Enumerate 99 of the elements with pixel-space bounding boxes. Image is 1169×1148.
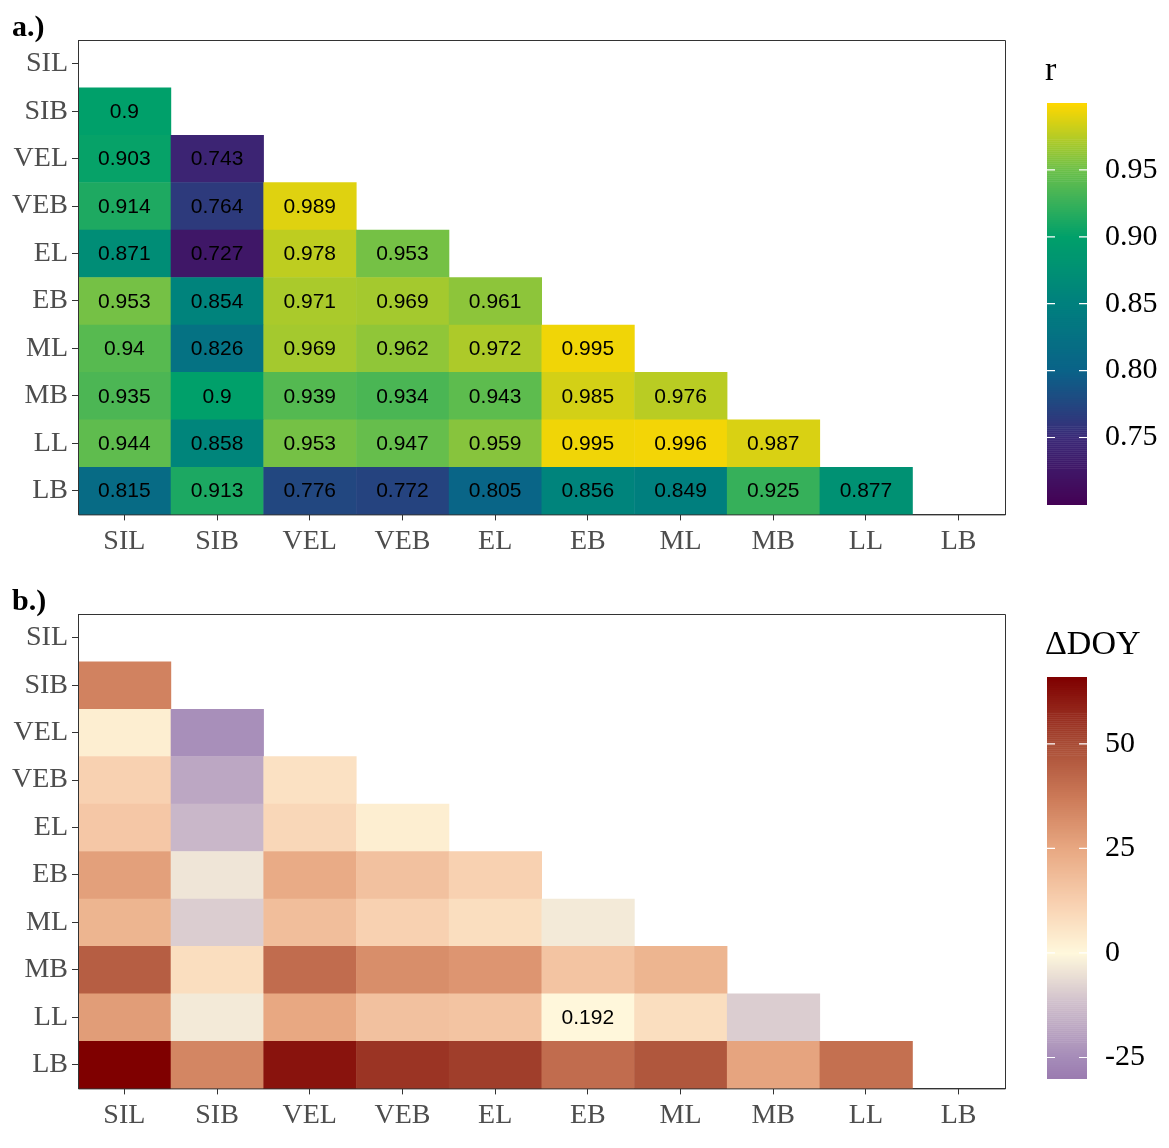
x-tick-label: EL	[478, 1097, 513, 1129]
y-tick-label: EB	[32, 857, 68, 889]
y-tick-label: SIB	[24, 667, 68, 699]
y-tick-label: SIB	[24, 93, 68, 125]
y-tick-label: VEB	[12, 762, 68, 794]
data-label: 0.856	[561, 478, 615, 502]
y-tick-label: LL	[33, 999, 68, 1031]
data-label: 0.903	[98, 146, 151, 170]
y-tick-label: ML	[26, 330, 68, 362]
y-tick-label: MB	[24, 378, 68, 410]
x-tick-label: EB	[569, 523, 606, 555]
data-label: 0.939	[283, 383, 337, 407]
y-tick-label: VEB	[12, 188, 68, 220]
y-tick-label: LL	[33, 425, 68, 457]
data-label: 0.953	[376, 241, 429, 265]
color-bar-label: 0	[1105, 933, 1120, 967]
data-label: 0.877	[839, 478, 893, 502]
x-tick-label: LL	[848, 1097, 884, 1129]
data-label: 0.94	[103, 336, 146, 360]
x-tick-label: LB	[940, 1097, 977, 1129]
data-label: 0.976	[654, 383, 707, 407]
data-label: 0.772	[376, 478, 429, 502]
x-tick-label: LB	[940, 523, 977, 555]
data-label: 0.969	[283, 336, 337, 360]
data-label: 0.985	[561, 383, 615, 407]
y-tick-label: VEL	[13, 714, 68, 746]
x-tick-label: ML	[659, 523, 702, 555]
chart-title: b.)	[12, 583, 47, 617]
data-label: 0.805	[468, 478, 522, 502]
data-label: 0.727	[190, 241, 244, 265]
data-label: 0.826	[190, 336, 244, 360]
chart-title: a.)	[12, 9, 45, 43]
data-label: 0.934	[376, 383, 430, 407]
y-tick-label: SIL	[26, 620, 68, 652]
data-label: 0.935	[98, 383, 151, 407]
x-tick-label: VEB	[374, 1097, 431, 1129]
data-label: 0.953	[283, 431, 337, 455]
color-bar-title: ΔDOY	[1045, 624, 1141, 661]
data-label: 0.959	[468, 431, 522, 455]
y-tick-label: ML	[26, 904, 68, 936]
y-tick-label: VEL	[13, 140, 68, 172]
data-label: 0.9	[202, 383, 232, 407]
data-label: 0.871	[98, 241, 151, 265]
data-label: 0.764	[190, 193, 244, 217]
data-label: 0.972	[468, 336, 522, 360]
y-tick-label: LB	[32, 1047, 68, 1079]
color-bar-title: r	[1045, 50, 1057, 87]
data-label: 0.969	[376, 288, 429, 312]
data-label: 0.961	[468, 288, 522, 312]
x-tick-label: VEL	[282, 523, 337, 555]
data-label: 0.858	[190, 431, 244, 455]
data-label: 0.9	[109, 98, 139, 122]
data-label: 0.914	[98, 193, 151, 217]
data-label: 0.962	[376, 336, 429, 360]
color-bar-label: 0.90	[1105, 217, 1158, 251]
data-label: 0.947	[376, 431, 429, 455]
data-label: 0.989	[283, 193, 337, 217]
y-tick-label: LB	[32, 473, 68, 505]
data-label: 0.743	[190, 146, 244, 170]
y-tick-label: EB	[32, 283, 68, 315]
data-label: 0.944	[98, 431, 151, 455]
color-bar-label: -25	[1105, 1038, 1145, 1072]
x-tick-label: MB	[751, 523, 796, 555]
data-label: 0.995	[561, 336, 615, 360]
x-tick-label: SIL	[103, 1097, 146, 1129]
x-tick-label: ML	[659, 1097, 702, 1129]
x-tick-label: SIB	[195, 523, 239, 555]
y-tick-label: MB	[24, 952, 68, 984]
color-bar-label: 0.95	[1105, 150, 1158, 184]
data-label: 0.849	[654, 478, 707, 502]
data-label: 0.192	[561, 1005, 615, 1029]
data-label: 0.996	[654, 431, 707, 455]
data-label: 0.943	[468, 383, 522, 407]
data-label: 0.978	[283, 241, 337, 265]
color-bar-label: 50	[1105, 724, 1135, 758]
color-bar-label: 0.75	[1105, 418, 1158, 452]
x-tick-label: EL	[478, 523, 513, 555]
x-tick-label: EB	[569, 1097, 606, 1129]
data-label: 0.854	[190, 288, 244, 312]
y-tick-label: SIL	[26, 46, 68, 78]
data-label: 0.776	[283, 478, 337, 502]
data-label: 0.925	[746, 478, 800, 502]
data-label: 0.953	[98, 288, 151, 312]
data-label: 0.987	[746, 431, 800, 455]
data-label: 0.913	[190, 478, 244, 502]
data-label: 0.971	[283, 288, 337, 312]
x-tick-label: VEL	[282, 1097, 337, 1129]
x-tick-label: VEB	[374, 523, 431, 555]
color-bar-label: 0.85	[1105, 284, 1158, 318]
x-tick-label: LL	[848, 523, 884, 555]
data-label: 0.995	[561, 431, 615, 455]
y-tick-label: EL	[33, 809, 68, 841]
color-bar-label: 0.80	[1105, 351, 1158, 385]
color-bar-label: 25	[1105, 829, 1135, 863]
x-tick-label: SIL	[103, 523, 146, 555]
y-tick-label: EL	[33, 235, 68, 267]
x-tick-label: MB	[751, 1097, 796, 1129]
x-tick-label: SIB	[195, 1097, 239, 1129]
data-label: 0.815	[98, 478, 151, 502]
